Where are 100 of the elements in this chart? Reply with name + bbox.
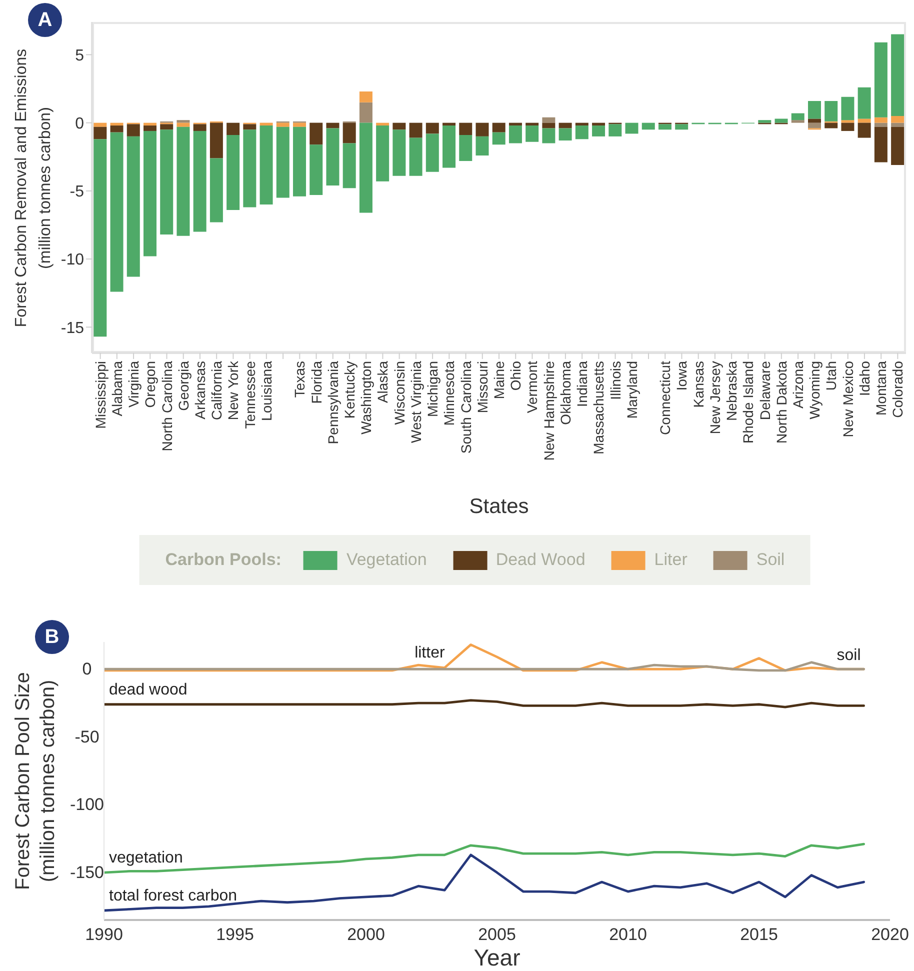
x-tick-label: North Dakota: [773, 360, 790, 444]
bar: [492, 132, 506, 145]
x-tick-label: Nebraska: [724, 360, 740, 421]
bar: [858, 87, 871, 119]
bar: [442, 122, 456, 126]
bar: [176, 126, 190, 236]
x-axis-title: Year: [474, 944, 520, 970]
bar: [260, 126, 273, 205]
x-tick-label: Oklahoma: [557, 360, 574, 425]
x-tick-label: Arkansas: [192, 361, 208, 420]
y-tick-label: 5: [75, 47, 84, 64]
bar: [874, 126, 888, 162]
x-tick-label: 2000: [347, 925, 385, 944]
bar: [243, 130, 256, 208]
x-tick-label: Connecticut: [657, 360, 674, 435]
bar: [642, 122, 655, 130]
x-tick-label: Virginia: [126, 360, 142, 408]
x-tick-label: 2020: [871, 925, 909, 944]
bar: [326, 122, 340, 128]
bar: [409, 138, 422, 176]
bar: [476, 136, 489, 156]
bar: [758, 120, 772, 123]
bar: [293, 122, 306, 127]
bar: [276, 122, 290, 127]
x-tick-label: Missouri: [474, 361, 490, 414]
x-tick-label: Maryland: [624, 361, 640, 419]
x-tick-label: 2015: [740, 925, 778, 944]
bar: [841, 96, 854, 120]
x-tick-label: Illinois: [607, 361, 624, 400]
bar: [808, 118, 821, 123]
legend-label: Liter: [654, 550, 688, 570]
x-tick-label: Pennsylvania: [324, 360, 341, 444]
x-tick-label: Utah: [823, 361, 840, 391]
circle-badge: A: [28, 3, 62, 37]
x-tick-label: Ohio: [508, 360, 524, 391]
y-tick-label: 0: [75, 115, 84, 132]
bar: [891, 116, 904, 123]
bar: [774, 118, 788, 123]
bar: [542, 128, 556, 144]
x-tick-label: Wisconsin: [391, 361, 408, 425]
bar: [110, 126, 124, 132]
y-tick-label: -15: [60, 320, 84, 337]
bar: [808, 122, 821, 128]
x-tick-label: Oregon: [142, 361, 158, 408]
bar: [442, 126, 456, 168]
x-tick-label: California: [208, 360, 225, 420]
bar: [144, 122, 156, 126]
bar: [260, 122, 273, 126]
bar: [144, 130, 156, 256]
bar: [575, 122, 588, 126]
bar: [558, 128, 572, 141]
bar: [409, 122, 422, 138]
bar: [791, 113, 804, 120]
bar: [392, 122, 406, 130]
y-tick-label: -100: [70, 795, 104, 814]
x-tick-label: New Mexico: [840, 360, 856, 438]
bar: [276, 126, 290, 198]
x-tick-label: Kansas: [690, 361, 706, 408]
x-tick-label: Vermont: [524, 360, 540, 414]
bar: [160, 130, 174, 234]
bar: [193, 124, 206, 131]
bar: [94, 122, 107, 127]
x-tick-label: North Carolina: [158, 360, 175, 452]
series-label: soil: [836, 647, 861, 664]
x-tick-label: 2010: [609, 925, 647, 944]
y-tick-label: -150: [70, 863, 104, 882]
x-tick-label: New Jersey: [706, 361, 723, 434]
x-tick-label: Georgia: [175, 360, 192, 411]
x-axis-title: States: [469, 495, 529, 518]
bar: [808, 101, 821, 119]
bar: [193, 130, 206, 232]
bar: [310, 122, 323, 145]
series-label: total forest carbon: [109, 888, 238, 905]
x-tick-label: New Hampshire: [540, 360, 557, 461]
bar: [542, 117, 556, 123]
bar: [824, 122, 838, 128]
bar: [625, 122, 638, 134]
x-tick-label: Florida: [308, 360, 324, 404]
bar: [144, 126, 156, 131]
bar: [226, 122, 240, 136]
x-tick-label: Arizona: [790, 360, 806, 408]
x-tick-label: Maine: [491, 360, 507, 400]
bar: [592, 126, 606, 136]
bar: [492, 122, 506, 132]
bar: [526, 122, 539, 126]
x-tick-label: 1995: [216, 925, 254, 944]
x-tick-label: Colorado: [890, 360, 906, 418]
x-tick-label: New York: [225, 360, 242, 420]
bar: [542, 122, 556, 128]
bar: [293, 126, 306, 196]
legend-label: Dead Wood: [496, 550, 586, 570]
bar: [110, 122, 124, 126]
bar: [160, 124, 174, 130]
bar: [392, 130, 406, 176]
bar: [126, 136, 140, 277]
x-tick-label: South Carolina: [458, 360, 474, 454]
series-label: litter: [414, 644, 446, 662]
bar: [359, 122, 372, 213]
y-tick-label: -5: [70, 184, 84, 201]
bar: [359, 102, 372, 123]
